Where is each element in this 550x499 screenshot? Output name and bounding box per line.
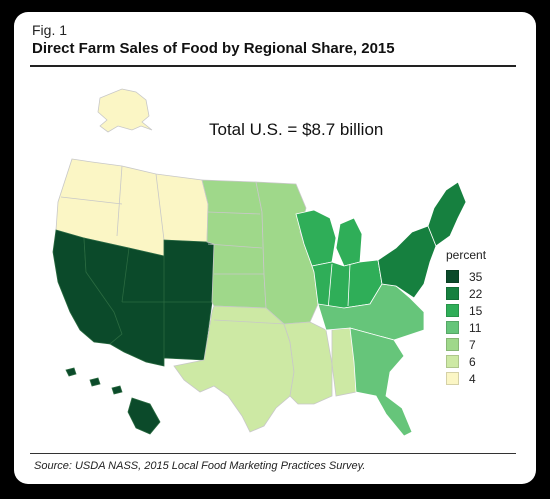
region-delta xyxy=(283,321,333,405)
source-divider xyxy=(30,453,516,454)
total-label: Total U.S. = $8.7 billion xyxy=(209,120,384,139)
legend-swatch xyxy=(446,321,459,334)
figure-card: Fig. 1 Direct Farm Sales of Food by Regi… xyxy=(14,12,536,484)
region-hawaii xyxy=(65,367,161,435)
region-mid-atlantic xyxy=(377,225,437,299)
legend-item: 4 xyxy=(446,370,486,387)
legend-label: 22 xyxy=(469,286,483,301)
legend-label: 11 xyxy=(469,320,482,335)
legend-label: 35 xyxy=(469,269,483,284)
region-southeast xyxy=(349,327,413,437)
region-appalachia xyxy=(317,283,425,341)
legend: percent 35 22 15 11 7 6 4 xyxy=(446,248,486,387)
us-map xyxy=(52,88,467,437)
legend-label: 6 xyxy=(469,354,476,369)
figure-title: Direct Farm Sales of Food by Regional Sh… xyxy=(32,40,395,57)
legend-item: 35 xyxy=(446,268,486,285)
figure-label: Fig. 1 xyxy=(32,22,68,38)
legend-swatch xyxy=(446,304,459,317)
legend-swatch xyxy=(446,338,459,351)
legend-swatch xyxy=(446,372,459,385)
legend-swatch xyxy=(446,270,459,283)
title-divider xyxy=(30,65,516,67)
legend-title: percent xyxy=(446,248,487,262)
legend-item: 22 xyxy=(446,285,486,302)
legend-label: 15 xyxy=(469,303,483,318)
legend-item: 11 xyxy=(446,319,486,336)
legend-label: 4 xyxy=(469,371,476,386)
region-great-lakes xyxy=(295,209,337,267)
legend-swatch xyxy=(446,287,459,300)
legend-item: 6 xyxy=(446,353,486,370)
region-northeast xyxy=(427,181,467,247)
legend-label: 7 xyxy=(469,337,476,352)
legend-item: 15 xyxy=(446,302,486,319)
legend-item: 7 xyxy=(446,336,486,353)
region-alaska xyxy=(97,88,153,133)
region-michigan xyxy=(335,217,363,267)
source-note: Source: USDA NASS, 2015 Local Food Marke… xyxy=(34,460,366,472)
legend-swatch xyxy=(446,355,459,368)
